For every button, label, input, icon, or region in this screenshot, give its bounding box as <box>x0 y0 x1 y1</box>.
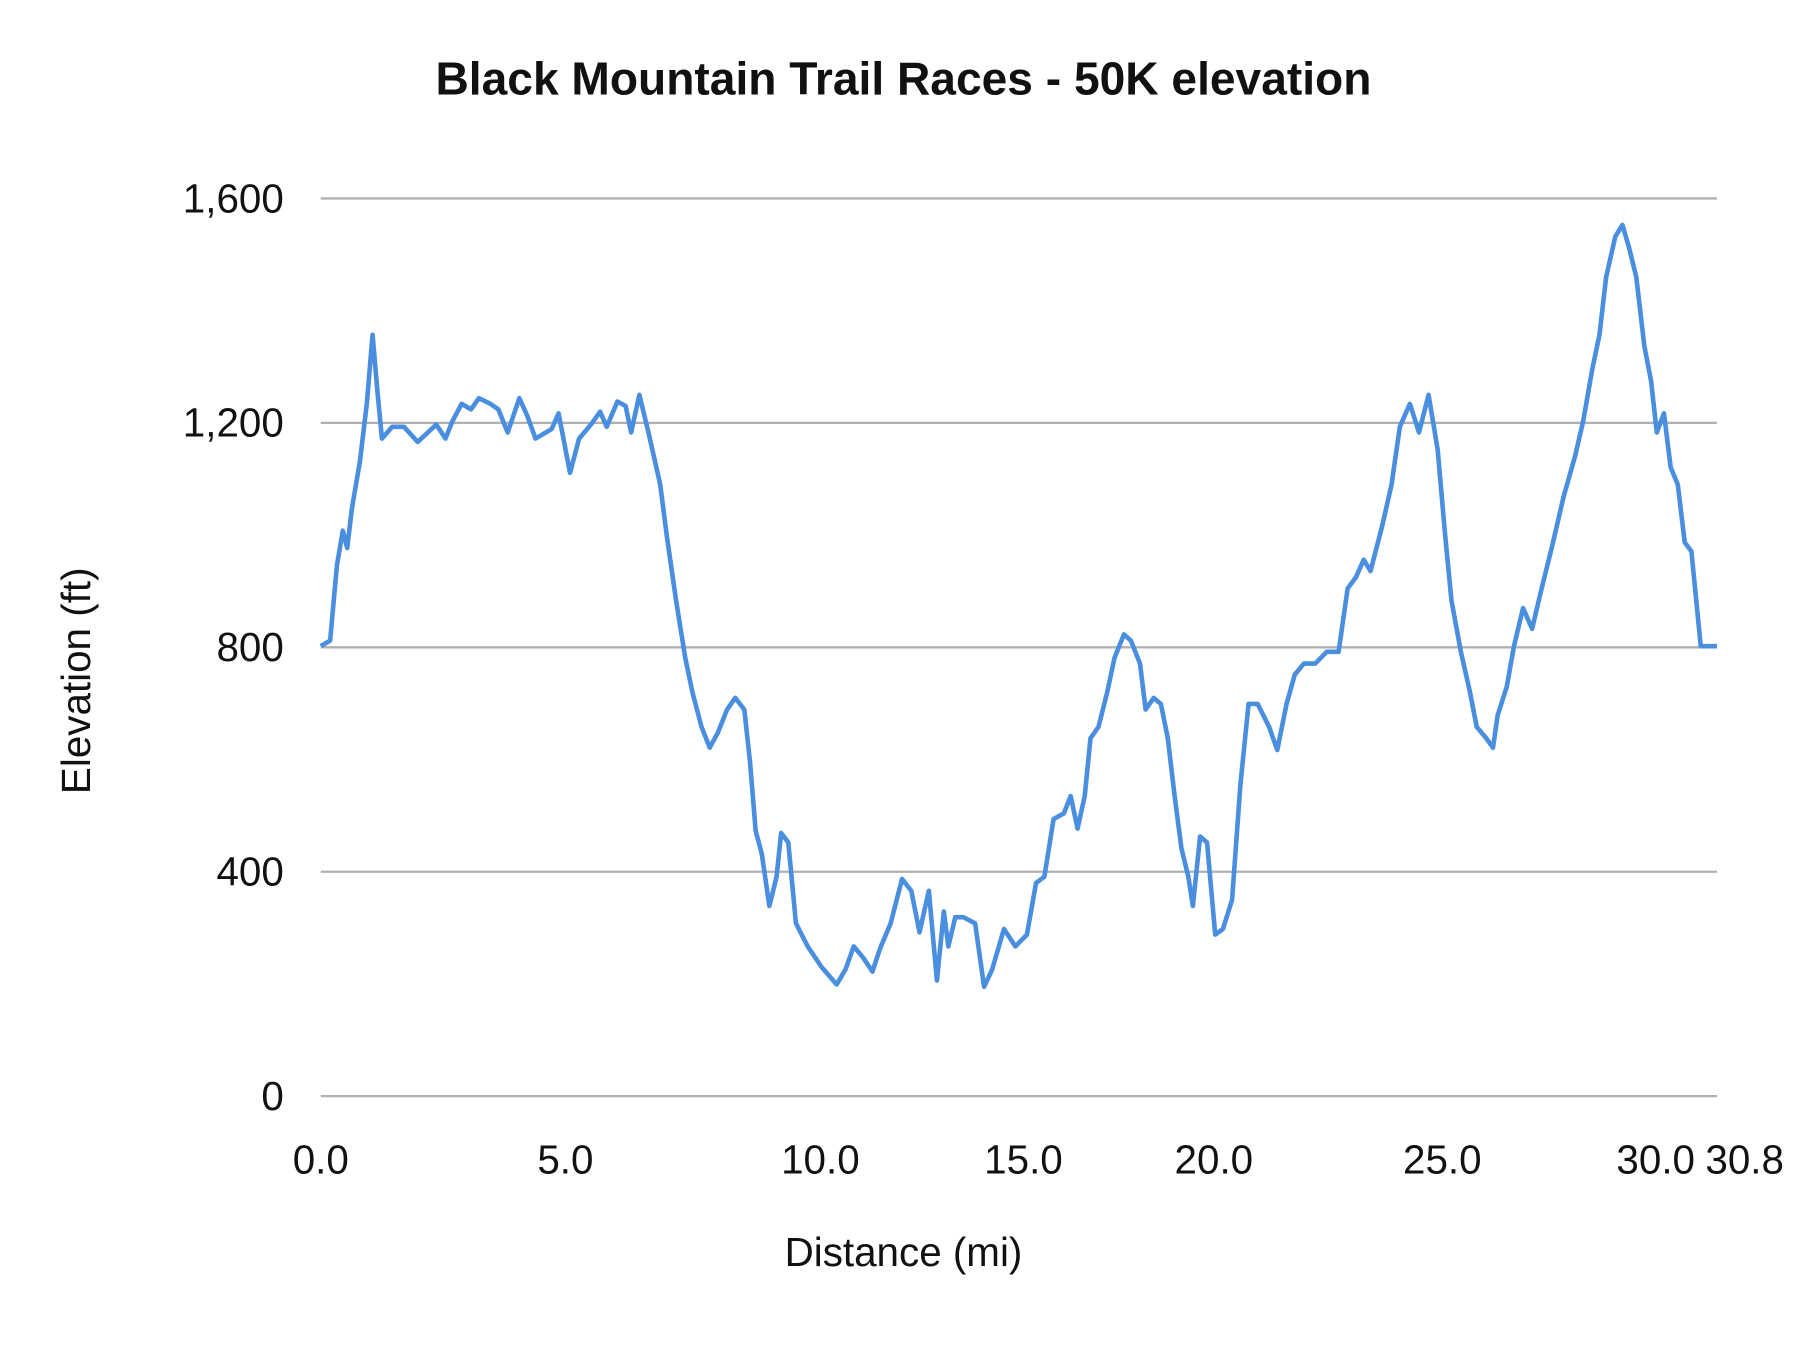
y-axis-label: Elevation (ft) <box>53 567 99 794</box>
x-tick-label: 5.0 <box>537 1136 593 1182</box>
y-axis-ticks: 0 400 800 1,200 1,600 <box>183 175 284 1119</box>
y-tick-label: 0 <box>261 1073 283 1119</box>
chart-title: Black Mountain Trail Races - 50K elevati… <box>435 53 1371 105</box>
x-tick-label: 15.0 <box>984 1136 1063 1182</box>
x-tick-label: 30.0 <box>1616 1136 1695 1182</box>
y-tick-label: 400 <box>216 849 283 895</box>
y-tick-label: 1,200 <box>183 400 284 446</box>
x-axis-ticks: 0.0 5.0 10.0 15.0 20.0 25.0 30.0 30.8 <box>293 1136 1784 1182</box>
gridlines <box>320 197 1717 1098</box>
series-line-elevation <box>319 222 1717 990</box>
x-tick-label: 0.0 <box>293 1136 349 1182</box>
x-axis-label: Distance (mi) <box>785 1229 1023 1275</box>
y-tick-label: 1,600 <box>183 175 284 221</box>
y-tick-label: 800 <box>216 624 283 670</box>
x-tick-label: 30.8 <box>1705 1136 1784 1182</box>
x-tick-label: 20.0 <box>1175 1136 1254 1182</box>
x-tick-label: 25.0 <box>1403 1136 1482 1182</box>
x-tick-label: 10.0 <box>781 1136 860 1182</box>
